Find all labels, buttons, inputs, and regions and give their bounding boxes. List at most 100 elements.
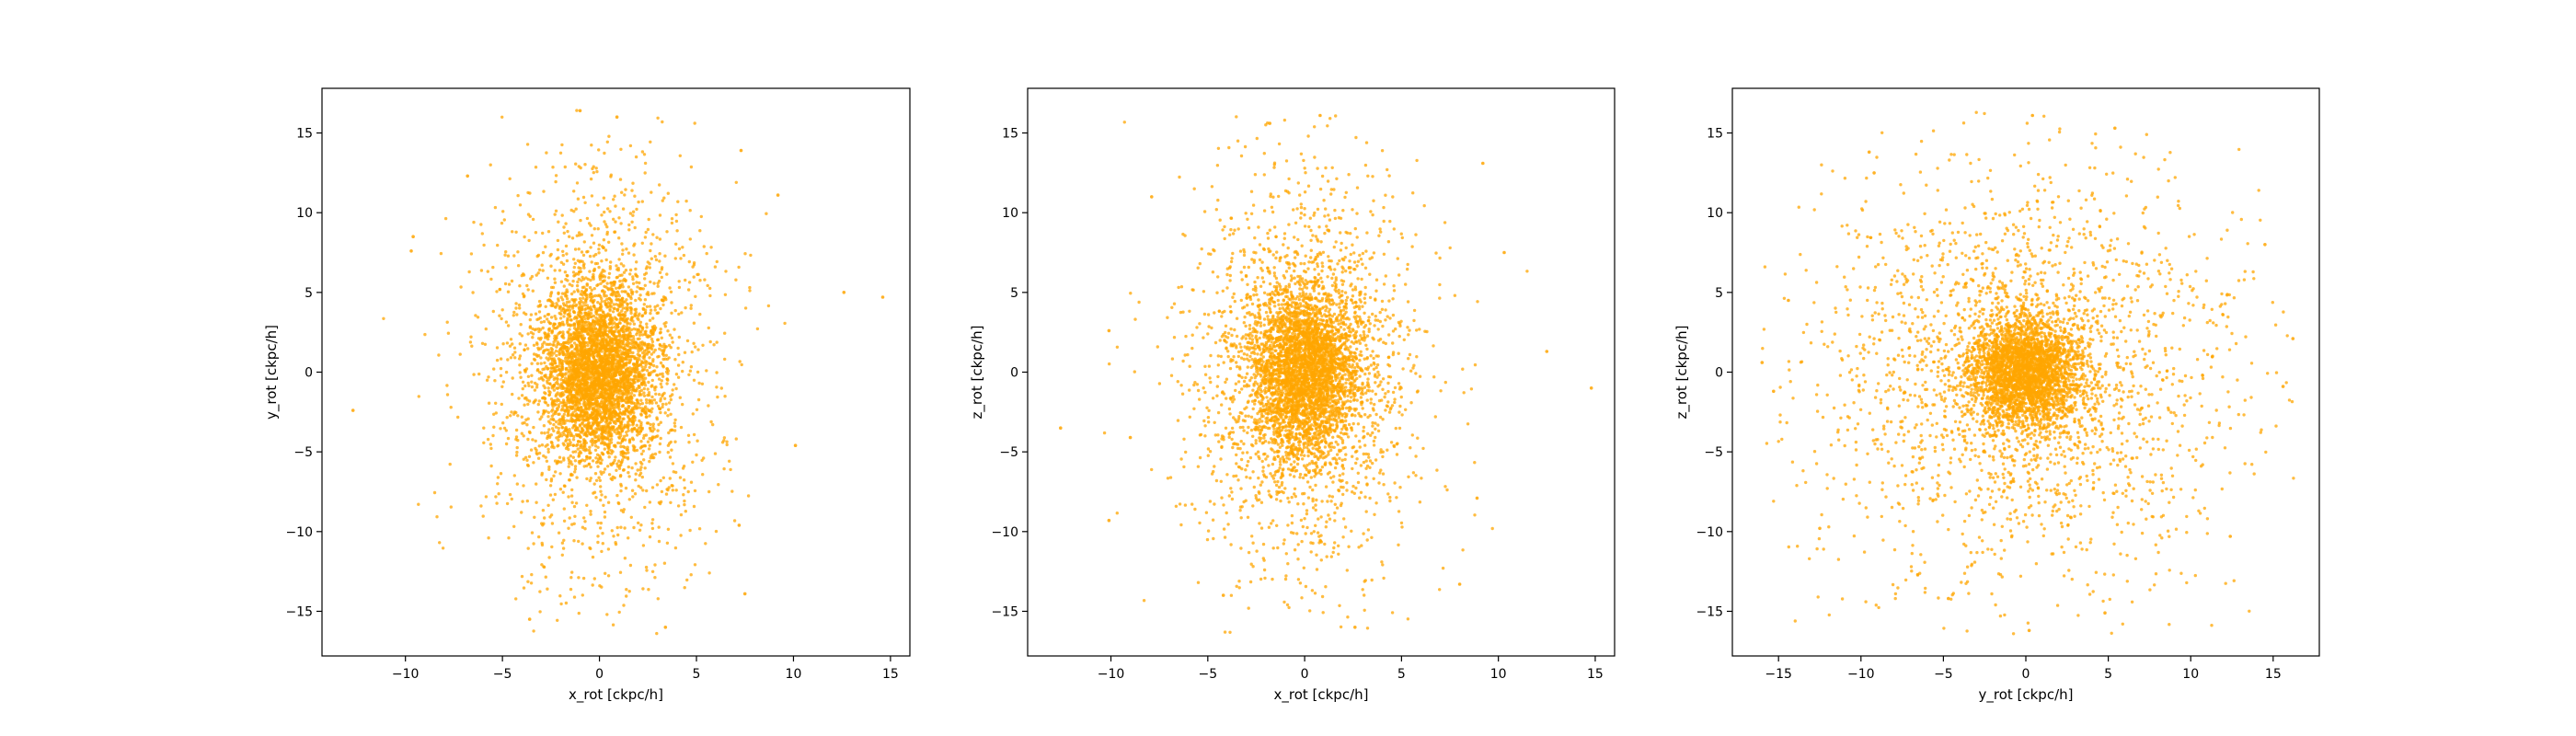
scatter-point bbox=[658, 442, 662, 446]
scatter-point bbox=[566, 396, 569, 400]
scatter-point bbox=[570, 364, 574, 368]
scatter-point bbox=[645, 293, 649, 296]
scatter-point bbox=[614, 346, 617, 351]
scatter-point bbox=[623, 434, 627, 438]
scatter-point bbox=[652, 369, 657, 373]
scatter-point bbox=[482, 426, 486, 430]
scatter-point bbox=[600, 418, 604, 421]
scatter-point bbox=[598, 302, 603, 305]
scatter-point bbox=[607, 445, 611, 449]
scatter-point bbox=[639, 360, 644, 363]
scatter-point bbox=[585, 434, 589, 438]
scatter-point bbox=[567, 447, 570, 452]
scatter-point bbox=[627, 475, 631, 478]
scatter-point bbox=[613, 374, 616, 377]
scatter-point bbox=[565, 349, 569, 352]
scatter-point bbox=[546, 450, 550, 454]
scatter-point bbox=[732, 519, 737, 523]
scatter-point bbox=[641, 351, 645, 355]
scatter-point bbox=[546, 431, 550, 434]
scatter-point bbox=[516, 414, 520, 418]
scatter-point bbox=[520, 574, 524, 579]
scatter-point bbox=[578, 297, 582, 301]
scatter-point bbox=[481, 514, 485, 518]
scatter-point bbox=[740, 362, 743, 367]
scatter-point bbox=[576, 336, 580, 340]
scatter-point bbox=[643, 283, 647, 287]
scatter-point bbox=[560, 335, 564, 339]
scatter-point bbox=[645, 369, 650, 373]
scatter-point bbox=[566, 442, 569, 446]
scatter-point bbox=[641, 587, 645, 591]
scatter-point bbox=[693, 563, 697, 567]
scatter-point bbox=[549, 347, 553, 351]
scatter-point bbox=[534, 166, 538, 169]
scatter-point bbox=[615, 303, 618, 306]
scatter-point bbox=[549, 479, 553, 483]
scatter-point bbox=[643, 466, 647, 470]
scatter-point bbox=[625, 594, 628, 598]
scatter-point bbox=[598, 341, 603, 345]
scatter-point bbox=[592, 402, 597, 406]
scatter-point bbox=[657, 525, 661, 529]
scatter-point bbox=[499, 427, 502, 431]
scatter-point bbox=[565, 401, 569, 405]
scatter-point bbox=[577, 231, 581, 235]
scatter-point bbox=[550, 402, 555, 406]
scatter-point bbox=[638, 340, 642, 345]
scatter-point bbox=[560, 213, 564, 217]
scatter-point bbox=[569, 389, 573, 394]
scatter-point bbox=[496, 476, 500, 479]
scatter-point bbox=[696, 439, 699, 443]
scatter-point bbox=[648, 443, 651, 447]
scatter-point bbox=[648, 373, 651, 376]
scatter-point bbox=[597, 243, 602, 247]
scatter-point bbox=[518, 354, 523, 358]
scatter-point bbox=[565, 308, 569, 312]
scatter-point bbox=[599, 334, 604, 338]
scatter-point bbox=[596, 203, 600, 207]
scatter-point bbox=[622, 468, 626, 472]
scatter-point bbox=[530, 274, 535, 279]
scatter-point bbox=[511, 353, 515, 357]
scatter-point bbox=[650, 518, 655, 522]
scatter-point bbox=[570, 236, 575, 240]
scatter-point bbox=[584, 287, 589, 292]
scatter-point bbox=[618, 464, 622, 468]
scatter-point bbox=[616, 500, 620, 505]
scatter-point bbox=[522, 434, 525, 438]
scatter-point bbox=[632, 388, 636, 392]
scatter-point bbox=[565, 252, 569, 256]
scatter-point bbox=[542, 454, 546, 458]
scatter-point bbox=[712, 343, 716, 347]
scatter-point bbox=[547, 393, 552, 397]
scatter-point bbox=[581, 305, 584, 310]
scatter-point bbox=[443, 216, 448, 221]
scatter-point bbox=[629, 395, 633, 398]
scatter-point bbox=[630, 466, 634, 470]
scatter-point bbox=[543, 367, 546, 371]
scatter-point bbox=[632, 394, 637, 397]
scatter-point bbox=[560, 384, 564, 387]
scatter-point bbox=[534, 312, 538, 316]
scatter-point bbox=[583, 362, 587, 365]
scatter-point bbox=[530, 380, 534, 384]
scatter-point bbox=[622, 604, 626, 607]
scatter-point bbox=[611, 623, 615, 627]
scatter-point bbox=[632, 355, 637, 359]
scatter-point bbox=[550, 522, 555, 525]
scatter-point bbox=[689, 365, 694, 369]
scatter-point bbox=[626, 395, 629, 398]
scatter-point bbox=[648, 262, 651, 266]
scatter-point bbox=[532, 425, 535, 430]
scatter-point bbox=[546, 348, 550, 352]
scatter-point bbox=[582, 285, 586, 289]
scatter-point bbox=[526, 381, 530, 385]
scatter-point bbox=[547, 298, 551, 302]
scatter-point bbox=[506, 436, 511, 441]
scatter-point bbox=[585, 430, 589, 433]
scatter-point bbox=[548, 421, 552, 425]
scatter-point bbox=[627, 294, 630, 298]
scatter-point bbox=[634, 376, 638, 381]
scatter-point bbox=[631, 378, 635, 383]
